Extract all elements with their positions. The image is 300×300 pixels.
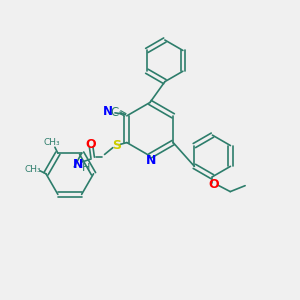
Text: N: N (103, 105, 113, 118)
Text: H: H (82, 164, 90, 173)
Text: S: S (112, 139, 121, 152)
Text: N: N (73, 158, 83, 171)
Text: CH₃: CH₃ (44, 138, 60, 147)
Text: O: O (208, 178, 219, 191)
Text: CH₃: CH₃ (24, 165, 41, 174)
Text: N: N (146, 154, 157, 167)
Text: C: C (110, 106, 118, 119)
Text: O: O (86, 138, 97, 151)
